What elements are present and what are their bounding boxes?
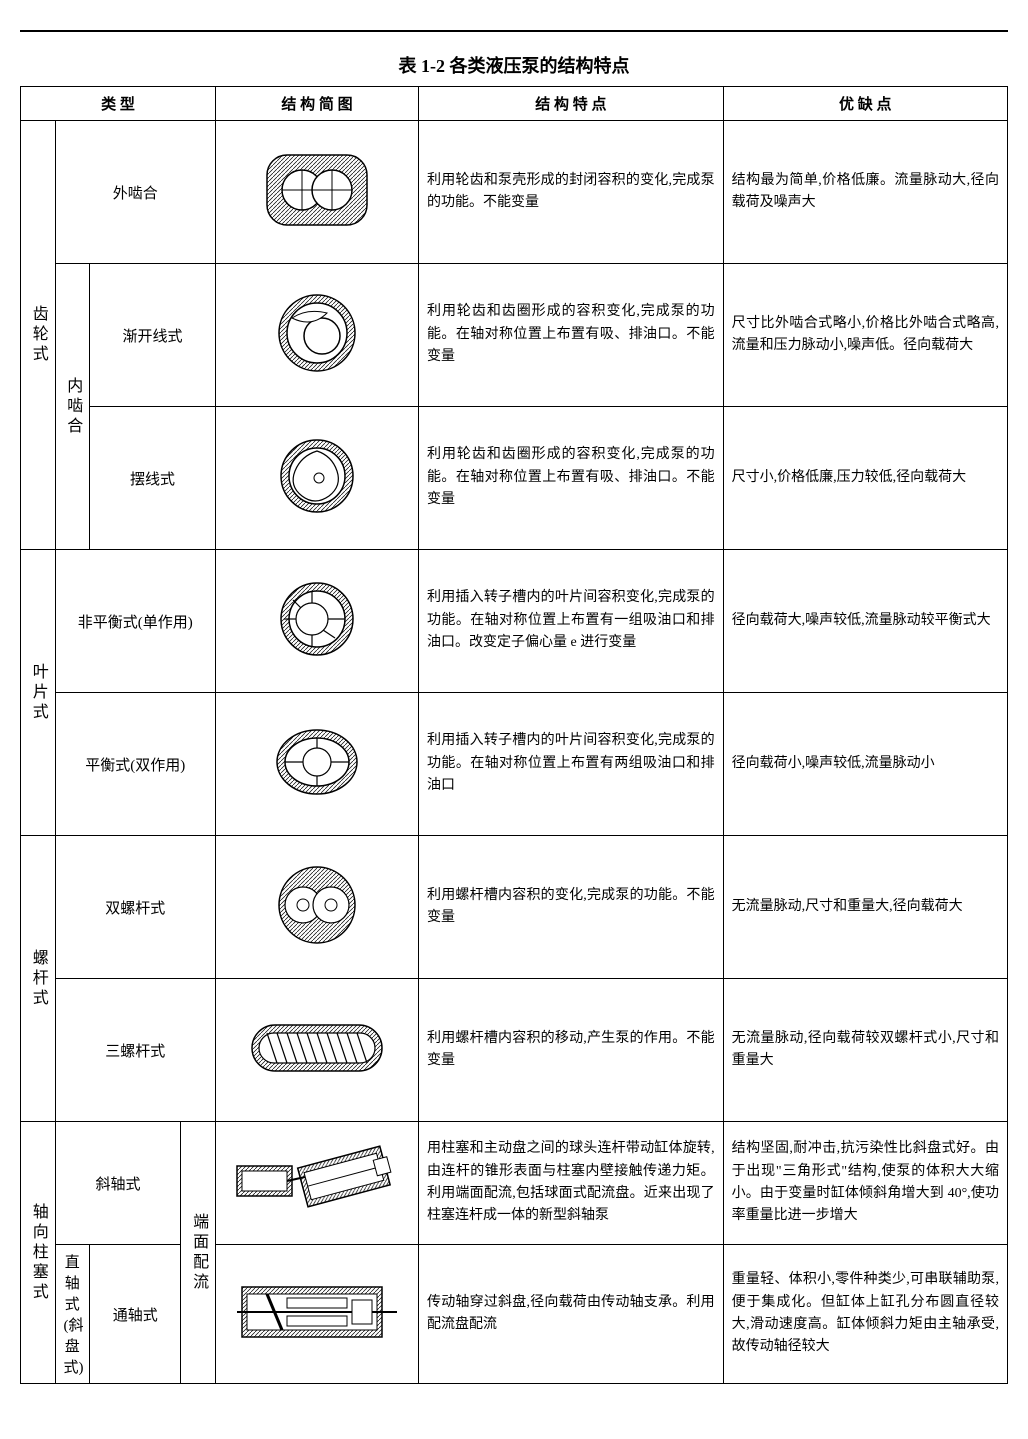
table-title: 表 1-2 各类液压泵的结构特点: [20, 52, 1008, 78]
table-row: 摆线式 利用轮齿和齿圈形成的容积变化,完成泵的功能。在轴对称位置上布置有吸、排油…: [21, 407, 1008, 550]
table-row: 三螺杆式 利用螺杆槽内容积的移动,产生泵的作用。不能变量 无流量脉动,径向载荷较…: [21, 979, 1008, 1122]
header-feature: 结 构 特 点: [419, 87, 724, 121]
feature-cell: 利用螺杆槽内容积的移动,产生泵的作用。不能变量: [419, 979, 724, 1122]
header-type: 类 型: [21, 87, 216, 121]
type-straight-axis: 直轴式(斜盘式): [55, 1245, 90, 1384]
feature-cell: 传动轴穿过斜盘,径向载荷由传动轴支承。利用配流盘配流: [419, 1245, 724, 1384]
diagram-vane-bal: [215, 693, 418, 836]
type-screw2: 双螺杆式: [55, 836, 215, 979]
type-cycloid: 摆线式: [90, 407, 216, 550]
table-row: 平衡式(双作用) 利用插入转子槽内的叶片间容积变化,完成泵的功能。在轴对称位置上…: [21, 693, 1008, 836]
type-involute: 渐开线式: [90, 264, 216, 407]
table-row: 齿轮式 外啮合 利用轮齿和泵壳形成的封闭容积的变化,完成泵的功能。不能变量 结构…: [21, 121, 1008, 264]
diagram-screw3: [215, 979, 418, 1122]
advantage-cell: 径向载荷大,噪声较低,流量脉动较平衡式大: [723, 550, 1007, 693]
header-advantage: 优 缺 点: [723, 87, 1007, 121]
table-row: 直轴式(斜盘式) 通轴式 传动轴穿过斜盘,径向载荷由传动轴支承。利用配流盘配流 …: [21, 1245, 1008, 1384]
diagram-gear-cyc: [215, 407, 418, 550]
type-vane-bal: 平衡式(双作用): [55, 693, 215, 836]
table-row: 内啮合 渐开线式 利用轮齿和齿圈形成的容积变化,完成泵的功能。在轴对称位置上布置…: [21, 264, 1008, 407]
diagram-vane-unbal: [215, 550, 418, 693]
header-diagram: 结 构 简 图: [215, 87, 418, 121]
advantage-cell: 尺寸小,价格低廉,压力较低,径向载荷大: [723, 407, 1007, 550]
feature-cell: 利用轮齿和齿圈形成的容积变化,完成泵的功能。在轴对称位置上布置有吸、排油口。不能…: [419, 264, 724, 407]
diagram-screw2: [215, 836, 418, 979]
advantage-cell: 结构坚固,耐冲击,抗污染性比斜盘式好。由于出现"三角形式"结构,使泵的体积大大缩…: [723, 1122, 1007, 1245]
advantage-cell: 径向载荷小,噪声较低,流量脉动小: [723, 693, 1007, 836]
feature-cell: 利用轮齿和齿圈形成的容积变化,完成泵的功能。在轴对称位置上布置有吸、排油口。不能…: [419, 407, 724, 550]
feature-cell: 利用轮齿和泵壳形成的封闭容积的变化,完成泵的功能。不能变量: [419, 121, 724, 264]
type-through-axis: 通轴式: [90, 1245, 181, 1384]
feature-cell: 利用螺杆槽内容积的变化,完成泵的功能。不能变量: [419, 836, 724, 979]
group-screw: 螺杆式: [21, 836, 56, 1122]
diagram-gear-ext: [215, 121, 418, 264]
table-row: 叶片式 非平衡式(单作用) 利用插入转子槽内的叶片间容积变化,完成泵的功能。在轴…: [21, 550, 1008, 693]
feature-cell: 用柱塞和主动盘之间的球头连杆带动缸体旋转,由连杆的锥形表面与柱塞内壁接触传递力矩…: [419, 1122, 724, 1245]
group-gear: 齿轮式: [21, 121, 56, 550]
diagram-through-axis: [215, 1245, 418, 1384]
subgroup-internal: 内啮合: [55, 264, 90, 550]
type-screw3: 三螺杆式: [55, 979, 215, 1122]
advantage-cell: 结构最为简单,价格低廉。流量脉动大,径向载荷及噪声大: [723, 121, 1007, 264]
type-vane-unbal: 非平衡式(单作用): [55, 550, 215, 693]
advantage-cell: 重量轻、体积小,零件种类少,可串联辅助泵,便于集成化。但缸体上缸孔分布圆直径较大…: [723, 1245, 1007, 1384]
end-flow: 端面配流: [181, 1122, 216, 1384]
advantage-cell: 无流量脉动,尺寸和重量大,径向载荷大: [723, 836, 1007, 979]
advantage-cell: 尺寸比外啮合式略小,价格比外啮合式略高,流量和压力脉动小,噪声低。径向载荷大: [723, 264, 1007, 407]
type-bent-axis: 斜轴式: [55, 1122, 181, 1245]
group-vane: 叶片式: [21, 550, 56, 836]
diagram-bent-axis: [215, 1122, 418, 1245]
pump-table: 类 型 结 构 简 图 结 构 特 点 优 缺 点 齿轮式 外啮合: [20, 86, 1008, 1384]
feature-cell: 利用插入转子槽内的叶片间容积变化,完成泵的功能。在轴对称位置上布置有两组吸油口和…: [419, 693, 724, 836]
group-piston: 轴向柱塞式: [21, 1122, 56, 1384]
table-row: 螺杆式 双螺杆式 利用螺杆槽内容积的变化,完成泵的功能。不能变量 无流量脉动,尺…: [21, 836, 1008, 979]
diagram-gear-inv: [215, 264, 418, 407]
advantage-cell: 无流量脉动,径向载荷较双螺杆式小,尺寸和重量大: [723, 979, 1007, 1122]
feature-cell: 利用插入转子槽内的叶片间容积变化,完成泵的功能。在轴对称位置上布置有一组吸油口和…: [419, 550, 724, 693]
type-external: 外啮合: [55, 121, 215, 264]
table-row: 轴向柱塞式 斜轴式 端面配流 用柱塞和主动盘之间的球头连杆带动缸: [21, 1122, 1008, 1245]
